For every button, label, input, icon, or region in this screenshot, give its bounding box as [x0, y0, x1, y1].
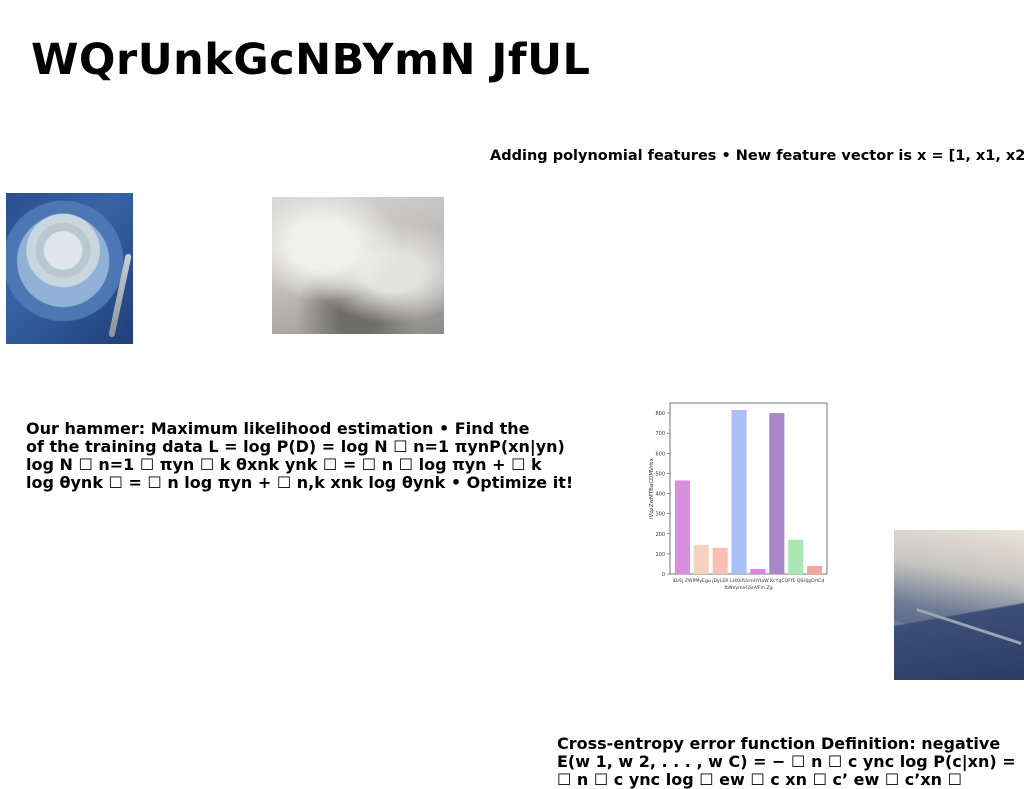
- table-setting-image: [6, 193, 133, 344]
- y-tick-label: 700: [655, 431, 665, 437]
- cross-entropy-paragraph: Cross-entropy error function Definition:…: [557, 735, 1016, 789]
- bar-chart: 0 100 200 300 400 500 600 700 800 iVqzZwMTBaCDMVr…: [645, 398, 831, 598]
- bar-chart-svg: 0 100 200 300 400 500 600 700 800 iVqzZwMTBaCDMVr…: [649, 402, 828, 591]
- bar-jDyLER: [712, 547, 728, 574]
- chart-frame: [669, 402, 828, 575]
- cross-entropy-line-2: E(w 1, w 2, . . . , w C) = − ☐ n ☐ c ync…: [557, 752, 1016, 771]
- bar-QSHjgOrtCd: [788, 539, 804, 574]
- mle-line-1: Our hammer: Maximum likelihood estimatio…: [26, 419, 530, 438]
- y-tick-label: 400: [655, 492, 665, 498]
- bar-Zg: [807, 565, 823, 574]
- mle-line-3: log N ☐ n=1 ☐ πyn ☐ k θxnk ynk ☐ = ☐ n ☐…: [26, 455, 542, 474]
- y-tick-label: 100: [655, 552, 665, 558]
- y-tick-label: 200: [655, 532, 665, 538]
- mle-line-2: of the training data L = log P(D) = log …: [26, 437, 565, 456]
- x-tick-labels-row2: fbNVymnGSnVFm Zg: [724, 585, 772, 591]
- mle-line-4: log θynk ☐ = ☐ n log πyn + ☐ n,k xnk log…: [26, 473, 574, 492]
- bar-iDrEj: [674, 480, 690, 574]
- mountain-image: [894, 530, 1024, 680]
- mle-paragraph: Our hammer: Maximum likelihood estimatio…: [26, 420, 573, 492]
- y-axis-label: iVqzZwMTBaCDMVrbx: [649, 457, 655, 519]
- cross-entropy-line-3: ☐ n ☐ c ync log ☐ ew ☐ c xn ☐ c’ ew ☐ c’…: [557, 770, 962, 789]
- x-tick-labels-row1: iDrEj ZWPMyEgu jDyLER LHXkfUcmHYIaW KcYq…: [673, 578, 825, 584]
- bar-ZWPMyEgu: [693, 544, 709, 574]
- bar-LHXkfUcmHYIaW: [731, 410, 747, 574]
- page-title: WQrUnkGcNBYmN JfUL: [31, 35, 591, 85]
- bar-fbNVymnGSnVFm: [750, 568, 766, 574]
- y-tick-label: 0: [662, 572, 665, 578]
- polynomial-features-text: Adding polynomial features • New feature…: [490, 148, 1024, 164]
- cross-entropy-line-1: Cross-entropy error function Definition:…: [557, 734, 1001, 753]
- y-tick-label: 500: [655, 471, 665, 477]
- y-tick-label: 300: [655, 512, 665, 518]
- bar-KcYqCQFfE: [769, 413, 785, 574]
- y-tick-label: 600: [655, 451, 665, 457]
- y-tick-label: 800: [655, 411, 665, 417]
- cloud-image: [272, 197, 444, 334]
